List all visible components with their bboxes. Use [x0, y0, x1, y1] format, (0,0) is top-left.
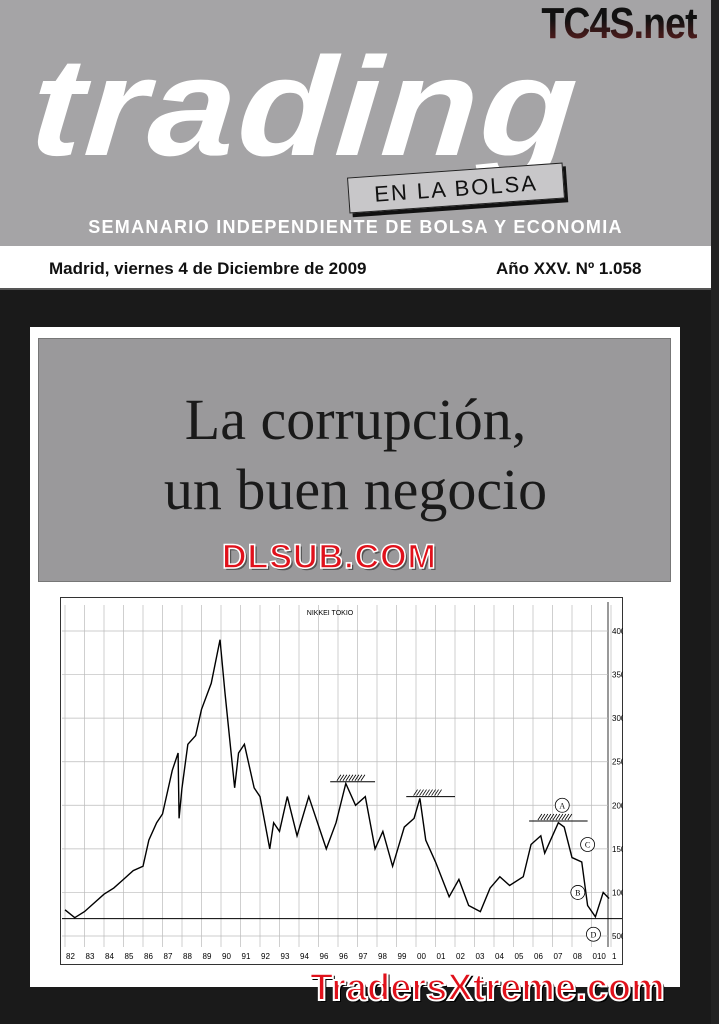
site-watermark: TC4S.net — [541, 0, 698, 48]
y-tick-label: 25000 — [612, 758, 623, 767]
annotation-circle — [580, 837, 595, 852]
resistance-hatch — [413, 789, 418, 796]
x-tick-label: 07 — [554, 952, 563, 961]
resistance-hatch — [348, 774, 354, 781]
nikkei-line — [64, 639, 610, 919]
x-tick-label: 03 — [476, 952, 485, 961]
x-tick-label: 87 — [164, 952, 173, 961]
annotation-label: A — [559, 801, 565, 810]
x-tick-label: 99 — [398, 952, 407, 961]
x-tick-label: 010 — [593, 952, 607, 961]
annotation-circle — [554, 797, 570, 813]
resistance-hatch — [416, 789, 421, 796]
resistance-hatch — [345, 774, 351, 781]
resistance-hatch — [357, 774, 363, 781]
chart-title: NIKKEI TOKIO — [307, 610, 354, 617]
page-edge — [711, 0, 719, 1024]
resistance-hatch — [434, 789, 439, 796]
headline-box: La corrupción, un buen negocio — [38, 338, 671, 582]
resistance-hatch — [549, 813, 555, 821]
resistance-hatch — [336, 774, 342, 781]
x-tick-label: 04 — [495, 952, 504, 961]
x-tick-label: 96 — [339, 952, 348, 961]
tagline: SEMANARIO INDEPENDIENTE DE BOLSA Y ECONO… — [88, 217, 623, 237]
y-tick-label: 10000 — [612, 888, 623, 897]
y-tick-label: 5000 — [612, 932, 623, 941]
x-tick-label: 86 — [144, 952, 153, 961]
x-tick-label: 94 — [300, 952, 309, 961]
resistance-hatch — [339, 774, 345, 781]
magazine-logo: trading — [25, 28, 585, 185]
resistance-hatch — [360, 774, 366, 781]
x-tick-label: 88 — [183, 952, 192, 961]
resistance-hatch — [567, 813, 573, 821]
x-tick-label: 01 — [437, 952, 446, 961]
x-tick-label: 89 — [203, 952, 212, 961]
nikkei-chart: 82 83 84 85 86 87 88 89 90 91 92 93 94 96 96 97 98 99 00 01… — [60, 597, 623, 965]
resistance-hatch — [422, 789, 427, 796]
resistance-hatch — [354, 774, 360, 781]
x-tick-label: 96 — [320, 952, 329, 961]
x-tick-label: 84 — [105, 952, 114, 961]
resistance-hatch — [425, 789, 430, 796]
y-tick-label: 35000 — [612, 671, 623, 680]
resistance-hatch — [555, 813, 561, 821]
resistance-hatch — [561, 813, 567, 821]
x-tick-label: 06 — [534, 952, 543, 961]
x-tick-label: 1 — [612, 952, 617, 961]
x-tick-label: 98 — [378, 952, 387, 961]
annotation-label: C — [585, 841, 590, 850]
y-tick-label: 15000 — [612, 845, 623, 854]
x-tick-label: 93 — [281, 952, 290, 961]
headline-line-2: un buen negocio — [163, 457, 548, 522]
resistance-hatch — [351, 774, 357, 781]
headline-line-1: La corrupción, — [184, 387, 527, 452]
y-tick-label: 40000 — [612, 627, 623, 636]
watermark-bottom: TradersXtreme.com — [309, 966, 666, 1010]
resistance-hatch — [564, 813, 570, 821]
resistance-hatch — [540, 813, 546, 821]
annotation-label: D — [591, 930, 597, 939]
masthead: TC4S.net trading EN LA BOLSA SEMANARIO I… — [0, 0, 711, 246]
x-tick-label: 85 — [125, 952, 134, 961]
resistance-hatch — [558, 813, 564, 821]
x-tick-label: 92 — [261, 952, 270, 961]
x-tick-label: 05 — [515, 952, 524, 961]
resistance-hatch — [431, 789, 436, 796]
x-tick-label: 83 — [86, 952, 95, 961]
annotation-circle — [570, 885, 586, 900]
x-tick-label: 91 — [242, 952, 251, 961]
issue-date: Madrid, viernes 4 de Diciembre de 2009 — [49, 259, 367, 278]
issue-number: Año XXV. Nº 1.058 — [496, 259, 642, 278]
x-tick-label: 82 — [66, 952, 75, 961]
resistance-hatch — [552, 813, 558, 821]
annotation-label: B — [575, 888, 580, 897]
resistance-hatch — [419, 789, 424, 796]
resistance-hatch — [437, 789, 442, 796]
chart-frame — [60, 597, 623, 965]
dateline: Madrid, viernes 4 de Diciembre de 2009 A… — [0, 246, 711, 290]
resistance-hatch — [428, 789, 433, 796]
resistance-hatch — [537, 813, 543, 821]
x-tick-label: 02 — [456, 952, 465, 961]
x-tick-label: 08 — [573, 952, 582, 961]
y-tick-label: 30000 — [612, 714, 623, 723]
x-tick-label: 90 — [222, 952, 231, 961]
annotation-circle — [586, 926, 601, 942]
resistance-hatch — [546, 813, 552, 821]
resistance-hatch — [543, 813, 549, 821]
watermark-top: DLSUB.COM — [221, 537, 437, 577]
x-tick-label: 00 — [417, 952, 426, 961]
x-tick-label: 97 — [359, 952, 368, 961]
resistance-hatch — [342, 774, 348, 781]
y-tick-label: 20000 — [612, 801, 623, 810]
